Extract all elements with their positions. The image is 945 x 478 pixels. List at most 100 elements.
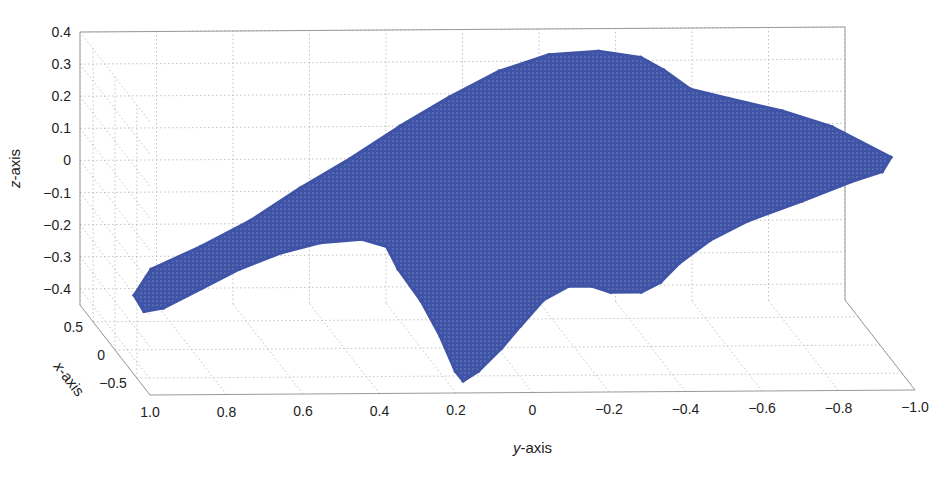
point bbox=[708, 238, 712, 242]
y-tick-label: 0.2 bbox=[446, 402, 466, 418]
z-tick-label: 0.1 bbox=[52, 120, 72, 136]
point bbox=[500, 347, 504, 351]
point bbox=[149, 268, 153, 272]
data bbox=[132, 49, 892, 382]
point bbox=[567, 284, 571, 288]
grid-line bbox=[616, 302, 686, 392]
point bbox=[850, 180, 854, 184]
point bbox=[142, 310, 146, 314]
box-edge bbox=[845, 300, 915, 390]
grid-line bbox=[769, 301, 839, 391]
z-tick-label: 0.3 bbox=[52, 56, 72, 72]
z-axis-title: z-axis bbox=[6, 149, 23, 189]
y-tick-label: −0.6 bbox=[748, 400, 776, 416]
grid-line bbox=[310, 304, 380, 394]
point bbox=[199, 245, 203, 249]
y-tick-label: 0.8 bbox=[217, 404, 237, 420]
y-tick-label: −1.0 bbox=[901, 399, 929, 415]
grid-line bbox=[80, 59, 845, 64]
grid-line bbox=[80, 27, 845, 32]
z-axis-title-rest: -axis bbox=[6, 149, 23, 181]
point bbox=[348, 157, 352, 161]
z-tick-label: −0.2 bbox=[43, 217, 71, 233]
point bbox=[280, 251, 284, 255]
z-tick-label: −0.4 bbox=[43, 281, 71, 297]
grid bbox=[80, 27, 915, 395]
point bbox=[398, 125, 402, 129]
grid-line bbox=[136, 105, 137, 378]
grid-line bbox=[80, 305, 150, 395]
x-tick-label: 0 bbox=[97, 347, 105, 363]
grid-line bbox=[156, 32, 157, 305]
axes bbox=[80, 27, 915, 395]
y-tick-label: −0.4 bbox=[672, 401, 700, 417]
point bbox=[497, 69, 501, 73]
point bbox=[830, 125, 834, 129]
z-tick-label: −0.1 bbox=[43, 185, 71, 201]
point bbox=[419, 299, 423, 303]
point bbox=[461, 379, 465, 383]
point bbox=[542, 298, 546, 302]
y-tick-label: 0 bbox=[529, 402, 537, 418]
y-tick-label: 1.0 bbox=[140, 404, 160, 420]
point bbox=[639, 56, 643, 60]
z-tick-label: 0.2 bbox=[52, 88, 72, 104]
point bbox=[780, 109, 784, 113]
x-tick-label: −0.5 bbox=[99, 375, 127, 391]
grid-line bbox=[93, 49, 94, 322]
grid-line bbox=[539, 302, 609, 392]
chart: −1.0 −0.8 −0.6 −0.4 −0.2 0 0.2 0.4 0.6 0.8 1.0 −0.5… bbox=[0, 0, 945, 478]
y-axis-title-rest: -axis bbox=[520, 439, 552, 456]
point bbox=[448, 95, 452, 99]
point bbox=[590, 284, 594, 288]
grid-line bbox=[157, 305, 227, 395]
point bbox=[477, 369, 481, 373]
x-tick-label: 0.5 bbox=[64, 319, 84, 335]
point bbox=[438, 334, 442, 338]
z-tick-label: −0.3 bbox=[43, 249, 71, 265]
grid-line bbox=[115, 77, 116, 350]
z-tick-label: 0.4 bbox=[52, 24, 72, 40]
point bbox=[689, 87, 693, 91]
point bbox=[639, 290, 643, 294]
point bbox=[727, 97, 731, 101]
y-tick-label: −0.8 bbox=[825, 400, 853, 416]
point bbox=[662, 68, 666, 72]
point bbox=[318, 241, 322, 245]
y-axis-line bbox=[150, 390, 915, 395]
point bbox=[454, 369, 458, 373]
box-edge bbox=[80, 27, 845, 32]
point bbox=[880, 170, 884, 174]
point bbox=[659, 281, 663, 285]
point bbox=[249, 219, 253, 223]
y-axis-title: y-axis bbox=[512, 439, 552, 456]
point bbox=[161, 306, 165, 310]
x-axis-title-rest: -axis bbox=[55, 364, 88, 399]
grid-line bbox=[80, 32, 81, 305]
point bbox=[132, 293, 136, 297]
point bbox=[396, 267, 400, 271]
grid-line bbox=[80, 32, 150, 122]
grid-line bbox=[845, 300, 915, 390]
point bbox=[298, 186, 302, 190]
z-tick-label: 0 bbox=[63, 152, 71, 168]
point bbox=[889, 155, 893, 159]
point bbox=[519, 324, 523, 328]
z-axis-line bbox=[80, 32, 81, 305]
point bbox=[678, 261, 682, 265]
point bbox=[597, 49, 601, 53]
y-tick-label: 0.4 bbox=[370, 403, 390, 419]
point-cloud bbox=[134, 51, 891, 381]
y-tick-label: 0.6 bbox=[293, 403, 313, 419]
y-tick-label: −0.2 bbox=[595, 401, 623, 417]
x-axis-title: x-axis bbox=[50, 357, 88, 399]
point bbox=[547, 53, 551, 57]
point bbox=[200, 287, 204, 291]
point bbox=[238, 267, 242, 271]
point bbox=[800, 199, 804, 203]
grid-line bbox=[309, 31, 310, 304]
grid-line bbox=[233, 304, 303, 394]
point bbox=[385, 245, 389, 249]
point bbox=[609, 290, 613, 294]
point bbox=[747, 219, 751, 223]
